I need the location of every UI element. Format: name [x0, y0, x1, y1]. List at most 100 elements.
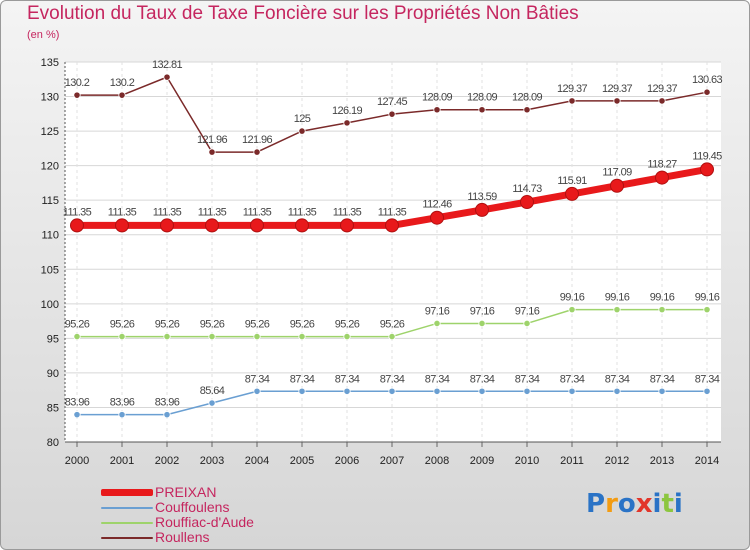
data-label: 126.19 — [332, 105, 363, 117]
data-label: 111.35 — [333, 206, 362, 218]
data-label: 117.09 — [602, 167, 632, 179]
x-tick-label: 2009 — [470, 455, 494, 467]
y-tick-label: 135 — [41, 57, 59, 69]
y-tick-label: 85 — [47, 402, 59, 414]
data-label: 125 — [294, 113, 311, 125]
data-point — [658, 387, 666, 395]
data-label: 87.34 — [245, 373, 270, 385]
legend-label: Couffoulens — [155, 499, 230, 515]
data-label: 85.64 — [200, 385, 225, 397]
data-point — [478, 387, 486, 395]
legend-swatch — [101, 507, 153, 509]
data-point — [430, 210, 444, 225]
x-tick-label: 2013 — [650, 455, 674, 467]
x-tick-label: 2002 — [155, 455, 179, 467]
data-point — [163, 332, 171, 341]
data-point — [73, 332, 81, 341]
data-label: 129.37 — [557, 83, 588, 95]
data-point — [253, 387, 261, 395]
data-point — [523, 106, 531, 114]
x-tick-label: 2010 — [515, 455, 539, 467]
legend-label: Rouffiac-d'Aude — [155, 514, 254, 530]
data-label: 87.34 — [695, 373, 720, 385]
data-point — [388, 332, 396, 341]
data-point — [250, 218, 264, 233]
data-point — [73, 411, 81, 419]
data-label: 87.34 — [650, 373, 675, 385]
legend-label: Roullens — [155, 529, 210, 545]
data-label: 97.16 — [425, 305, 450, 317]
legend-swatch — [101, 489, 153, 496]
data-point — [658, 97, 666, 105]
x-tick-label: 2012 — [605, 455, 629, 467]
data-label: 87.34 — [290, 373, 315, 385]
data-point — [118, 91, 126, 99]
data-point — [343, 387, 351, 395]
data-label: 99.16 — [560, 292, 585, 304]
data-point — [520, 195, 534, 210]
x-tick-label: 2014 — [695, 455, 719, 467]
data-label: 83.96 — [110, 397, 135, 409]
data-point — [523, 319, 531, 328]
data-point — [703, 387, 711, 395]
y-tick-label: 120 — [41, 161, 59, 173]
data-label: 87.34 — [515, 373, 540, 385]
data-point — [613, 306, 621, 314]
data-point — [295, 218, 309, 233]
data-label: 99.16 — [605, 292, 630, 304]
data-label: 128.09 — [422, 92, 453, 104]
data-point — [703, 88, 711, 96]
data-point — [568, 387, 576, 395]
data-label: 111.35 — [153, 206, 182, 218]
data-label: 130.63 — [692, 74, 723, 86]
data-point — [163, 73, 171, 81]
y-tick-label: 90 — [47, 368, 59, 380]
data-label: 95.26 — [65, 319, 90, 331]
x-tick-label: 2007 — [380, 455, 404, 467]
data-point — [253, 148, 261, 156]
x-tick-label: 2008 — [425, 455, 449, 467]
x-tick-label: 2006 — [335, 455, 359, 467]
data-point — [388, 110, 396, 118]
data-point — [298, 332, 306, 341]
data-point — [208, 148, 216, 156]
data-label: 99.16 — [650, 292, 675, 304]
chart-subtitle: (en %) — [27, 29, 60, 41]
data-label: 99.16 — [695, 292, 720, 304]
data-label: 111.35 — [198, 206, 227, 218]
y-tick-label: 100 — [41, 299, 59, 311]
data-point — [343, 332, 351, 341]
data-label: 118.27 — [647, 159, 677, 171]
data-point — [340, 218, 354, 233]
data-label: 128.09 — [467, 92, 498, 104]
legend-swatch — [101, 522, 153, 524]
data-label: 130.2 — [65, 77, 90, 89]
data-point — [565, 186, 579, 201]
y-tick-label: 80 — [47, 437, 59, 449]
data-label: 111.35 — [108, 206, 137, 218]
data-point — [523, 387, 531, 395]
data-label: 111.35 — [243, 206, 272, 218]
data-point — [298, 127, 306, 135]
data-label: 114.73 — [512, 183, 542, 195]
data-point — [433, 319, 441, 328]
data-label: 87.34 — [605, 373, 630, 385]
x-tick-label: 2003 — [200, 455, 224, 467]
data-point — [613, 97, 621, 105]
data-label: 87.34 — [380, 373, 405, 385]
data-label: 121.96 — [197, 134, 228, 146]
series-preixan: 111.35 111.35 111.35 111.35 111.35 111.35 111.… — [63, 150, 723, 233]
chart-title: Evolution du Taux de Taxe Foncière sur l… — [27, 3, 579, 24]
data-label: 95.26 — [245, 319, 270, 331]
data-label: 111.35 — [378, 206, 407, 218]
data-point — [298, 387, 306, 395]
data-point — [568, 97, 576, 105]
data-label: 129.37 — [602, 83, 633, 95]
data-point — [703, 306, 711, 314]
data-point — [343, 119, 351, 127]
y-tick-label: 130 — [41, 92, 59, 104]
x-tick-label: 2005 — [290, 455, 314, 467]
data-point — [613, 387, 621, 395]
series-roullens: 130.2 130.2 132.81 121.96 121.96 125 126.19 127… — [65, 59, 723, 156]
